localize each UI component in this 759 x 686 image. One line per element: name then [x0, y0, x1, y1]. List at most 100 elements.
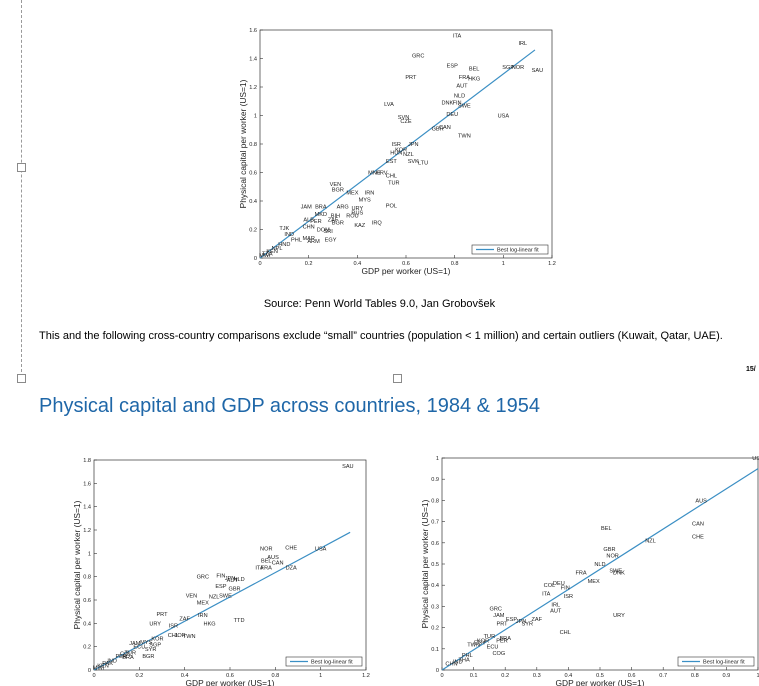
- data-point-label: ESP: [215, 584, 226, 590]
- data-point-label: SAU: [342, 464, 354, 470]
- data-point-label: KAZ: [354, 223, 365, 229]
- y-tick-label: 0.6: [431, 541, 439, 547]
- y-tick-label: 0.2: [431, 626, 439, 632]
- data-point-label: AUT: [550, 609, 562, 615]
- data-point-label: JPN: [516, 619, 527, 625]
- x-axis-title: GDP per worker (US=1): [186, 678, 275, 686]
- data-point-label: URY: [613, 613, 625, 619]
- data-point-label: FIN: [216, 574, 225, 580]
- data-point-label: BGR: [142, 654, 154, 660]
- data-point-label: GRC: [490, 607, 502, 613]
- data-point-label: COL: [544, 583, 556, 589]
- x-tick-label: 0.8: [271, 673, 279, 679]
- data-point-label: ALB: [303, 218, 314, 224]
- data-point-label: POL: [386, 203, 397, 209]
- data-point-label: MWI: [259, 253, 271, 259]
- y-tick-label: 1.6: [249, 28, 257, 34]
- y-tick-label: 0.6: [83, 598, 91, 604]
- x-axis-title: GDP per worker (US=1): [362, 266, 451, 276]
- data-point-label: VEN: [330, 182, 342, 188]
- data-point-label: CAN: [439, 125, 451, 131]
- y-tick-label: 0.4: [431, 583, 439, 589]
- data-point-label: JAM: [493, 613, 505, 619]
- legend-box: [471, 244, 549, 255]
- scatter-chart-1954: 0 0.1 0.2 0.3 0.4 0.5 0.6 0.7 0.8 0.9 1 0 0.1 0.2 0.3 0…: [420, 456, 759, 686]
- footnote-text: This and the following cross-country com…: [39, 330, 723, 342]
- resize-handle-bottom-left[interactable]: [17, 374, 26, 383]
- y-axis-title: Physical capital per worker (US=1): [420, 499, 430, 628]
- data-point-label: PRT: [156, 612, 168, 618]
- data-point-label: NPL: [272, 246, 283, 252]
- x-tick-label: 1: [756, 673, 759, 679]
- data-point-label: JAM: [129, 641, 141, 647]
- x-tick-label: 0: [258, 261, 261, 267]
- data-point-label: DNK: [613, 570, 625, 576]
- data-point-label: ECU: [487, 645, 499, 651]
- data-point-label: TUR: [484, 634, 496, 640]
- x-tick-label: 0.4: [353, 261, 361, 267]
- resize-handle-bottom[interactable]: [393, 374, 402, 383]
- data-point-label: IND: [453, 660, 463, 666]
- data-point-label: JPN: [225, 576, 236, 582]
- x-tick-label: 0.6: [402, 261, 410, 267]
- data-point-label: SGP: [149, 642, 161, 648]
- data-point-label: TWN: [183, 634, 196, 640]
- x-tick-label: 0.6: [226, 673, 234, 679]
- data-point-label: RUS: [351, 210, 363, 216]
- data-point-label: SVK: [408, 159, 419, 165]
- data-point-label: ITA: [542, 592, 551, 598]
- data-point-label: SWE: [219, 593, 232, 599]
- data-point-label: DZA: [286, 565, 297, 571]
- x-tick-label: 1.2: [548, 261, 556, 267]
- data-point-label: ISR: [169, 624, 178, 630]
- data-point-label: KOR: [477, 638, 489, 644]
- data-point-label: ESP: [447, 64, 458, 70]
- data-point-label: DNK: [441, 101, 453, 107]
- data-point-label: TZA: [262, 252, 273, 258]
- source-caption: Source: Penn World Tables 9.0, Jan Grobo…: [263, 298, 496, 310]
- data-point-label: USA: [315, 547, 327, 553]
- y-tick-label: 0.1: [431, 647, 439, 653]
- data-point-label: NLD: [454, 94, 465, 100]
- data-point-label: ITA: [255, 565, 264, 571]
- data-point-label: GRC: [197, 575, 209, 581]
- x-tick-label: 0.4: [565, 673, 573, 679]
- data-point-label: ZAF: [328, 218, 339, 224]
- data-point-label: CAN: [272, 561, 284, 567]
- data-point-label: ISR: [392, 142, 401, 148]
- data-point-label: FIN: [561, 585, 570, 591]
- x-tick-label: 1.2: [362, 673, 370, 679]
- data-point-label: FRA: [459, 75, 470, 81]
- data-point-label: URY: [351, 206, 363, 212]
- data-point-label: BIH: [331, 213, 340, 219]
- data-point-label: IRQ: [372, 220, 383, 226]
- y-tick-label: 0.6: [249, 171, 257, 177]
- data-point-label: MYS: [140, 640, 152, 646]
- data-point-label: TUR: [125, 651, 136, 657]
- data-point-label: KEN: [266, 249, 278, 255]
- y-tick-label: 0.8: [431, 498, 439, 504]
- data-point-label: ZAF: [532, 617, 543, 623]
- x-tick-label: 0.4: [181, 673, 189, 679]
- page-number: 15/: [746, 366, 756, 373]
- data-point-label: DEU: [553, 581, 565, 587]
- y-tick-label: 1.8: [83, 458, 91, 464]
- data-point-label: SWE: [609, 568, 622, 574]
- data-point-label: EST: [386, 159, 397, 165]
- y-tick-label: 0.3: [431, 604, 439, 610]
- data-point-label: MKD: [315, 212, 327, 218]
- data-point-label: TWN: [467, 643, 480, 649]
- data-point-label: TJK: [279, 226, 289, 232]
- data-point-label: IND: [284, 232, 294, 238]
- y-tick-label: 0: [254, 256, 257, 262]
- data-point-label: NOR: [260, 547, 272, 553]
- data-point-label: NZL: [209, 595, 220, 601]
- data-point-label: ARG: [337, 205, 349, 211]
- fit-line: [93, 531, 351, 671]
- resize-handle-left[interactable]: [17, 163, 26, 172]
- y-tick-label: 0.7: [431, 520, 439, 526]
- data-point-label: SGP: [502, 65, 514, 71]
- legend-label: Best log-linear fit: [497, 248, 539, 254]
- data-point-label: SWE: [458, 104, 471, 110]
- x-tick-label: 0.6: [628, 673, 636, 679]
